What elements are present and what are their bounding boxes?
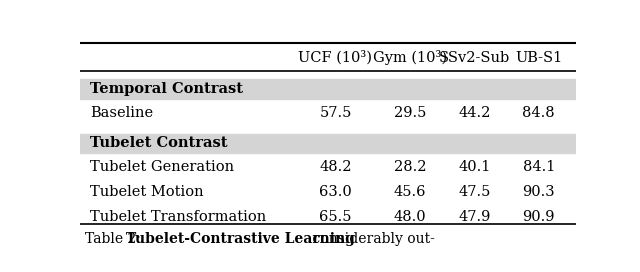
- Text: 65.5: 65.5: [319, 210, 352, 224]
- Text: 63.0: 63.0: [319, 185, 352, 199]
- Text: Tubelet Generation: Tubelet Generation: [90, 160, 234, 174]
- Bar: [80, 134, 576, 153]
- Text: 29.5: 29.5: [394, 106, 426, 120]
- Text: 45.6: 45.6: [394, 185, 426, 199]
- Text: Tubelet Transformation: Tubelet Transformation: [90, 210, 266, 224]
- Text: Tubelet Motion: Tubelet Motion: [90, 185, 204, 199]
- Text: 48.0: 48.0: [394, 210, 426, 224]
- Text: 57.5: 57.5: [319, 106, 351, 120]
- Text: 84.1: 84.1: [523, 160, 555, 174]
- Text: Temporal Contrast: Temporal Contrast: [90, 82, 243, 96]
- Text: 28.2: 28.2: [394, 160, 426, 174]
- Text: UCF (10³): UCF (10³): [298, 51, 372, 65]
- Text: 90.9: 90.9: [522, 210, 555, 224]
- Text: SSv2-Sub: SSv2-Sub: [438, 51, 510, 65]
- Text: 40.1: 40.1: [458, 160, 490, 174]
- Text: Tubelet-Contrastive Learning: Tubelet-Contrastive Learning: [125, 232, 355, 246]
- Text: 90.3: 90.3: [522, 185, 555, 199]
- Text: 84.8: 84.8: [522, 106, 555, 120]
- Text: 47.5: 47.5: [458, 185, 490, 199]
- Text: 44.2: 44.2: [458, 106, 490, 120]
- Text: Baseline: Baseline: [90, 106, 153, 120]
- Text: Gym (10³): Gym (10³): [372, 50, 447, 65]
- Text: Table 2:: Table 2:: [85, 232, 150, 246]
- Text: Tubelet Contrast: Tubelet Contrast: [90, 136, 227, 150]
- Text: 48.2: 48.2: [319, 160, 352, 174]
- Text: considerably out-: considerably out-: [308, 232, 435, 246]
- Bar: [80, 79, 576, 99]
- Text: 47.9: 47.9: [458, 210, 490, 224]
- Text: UB-S1: UB-S1: [515, 51, 563, 65]
